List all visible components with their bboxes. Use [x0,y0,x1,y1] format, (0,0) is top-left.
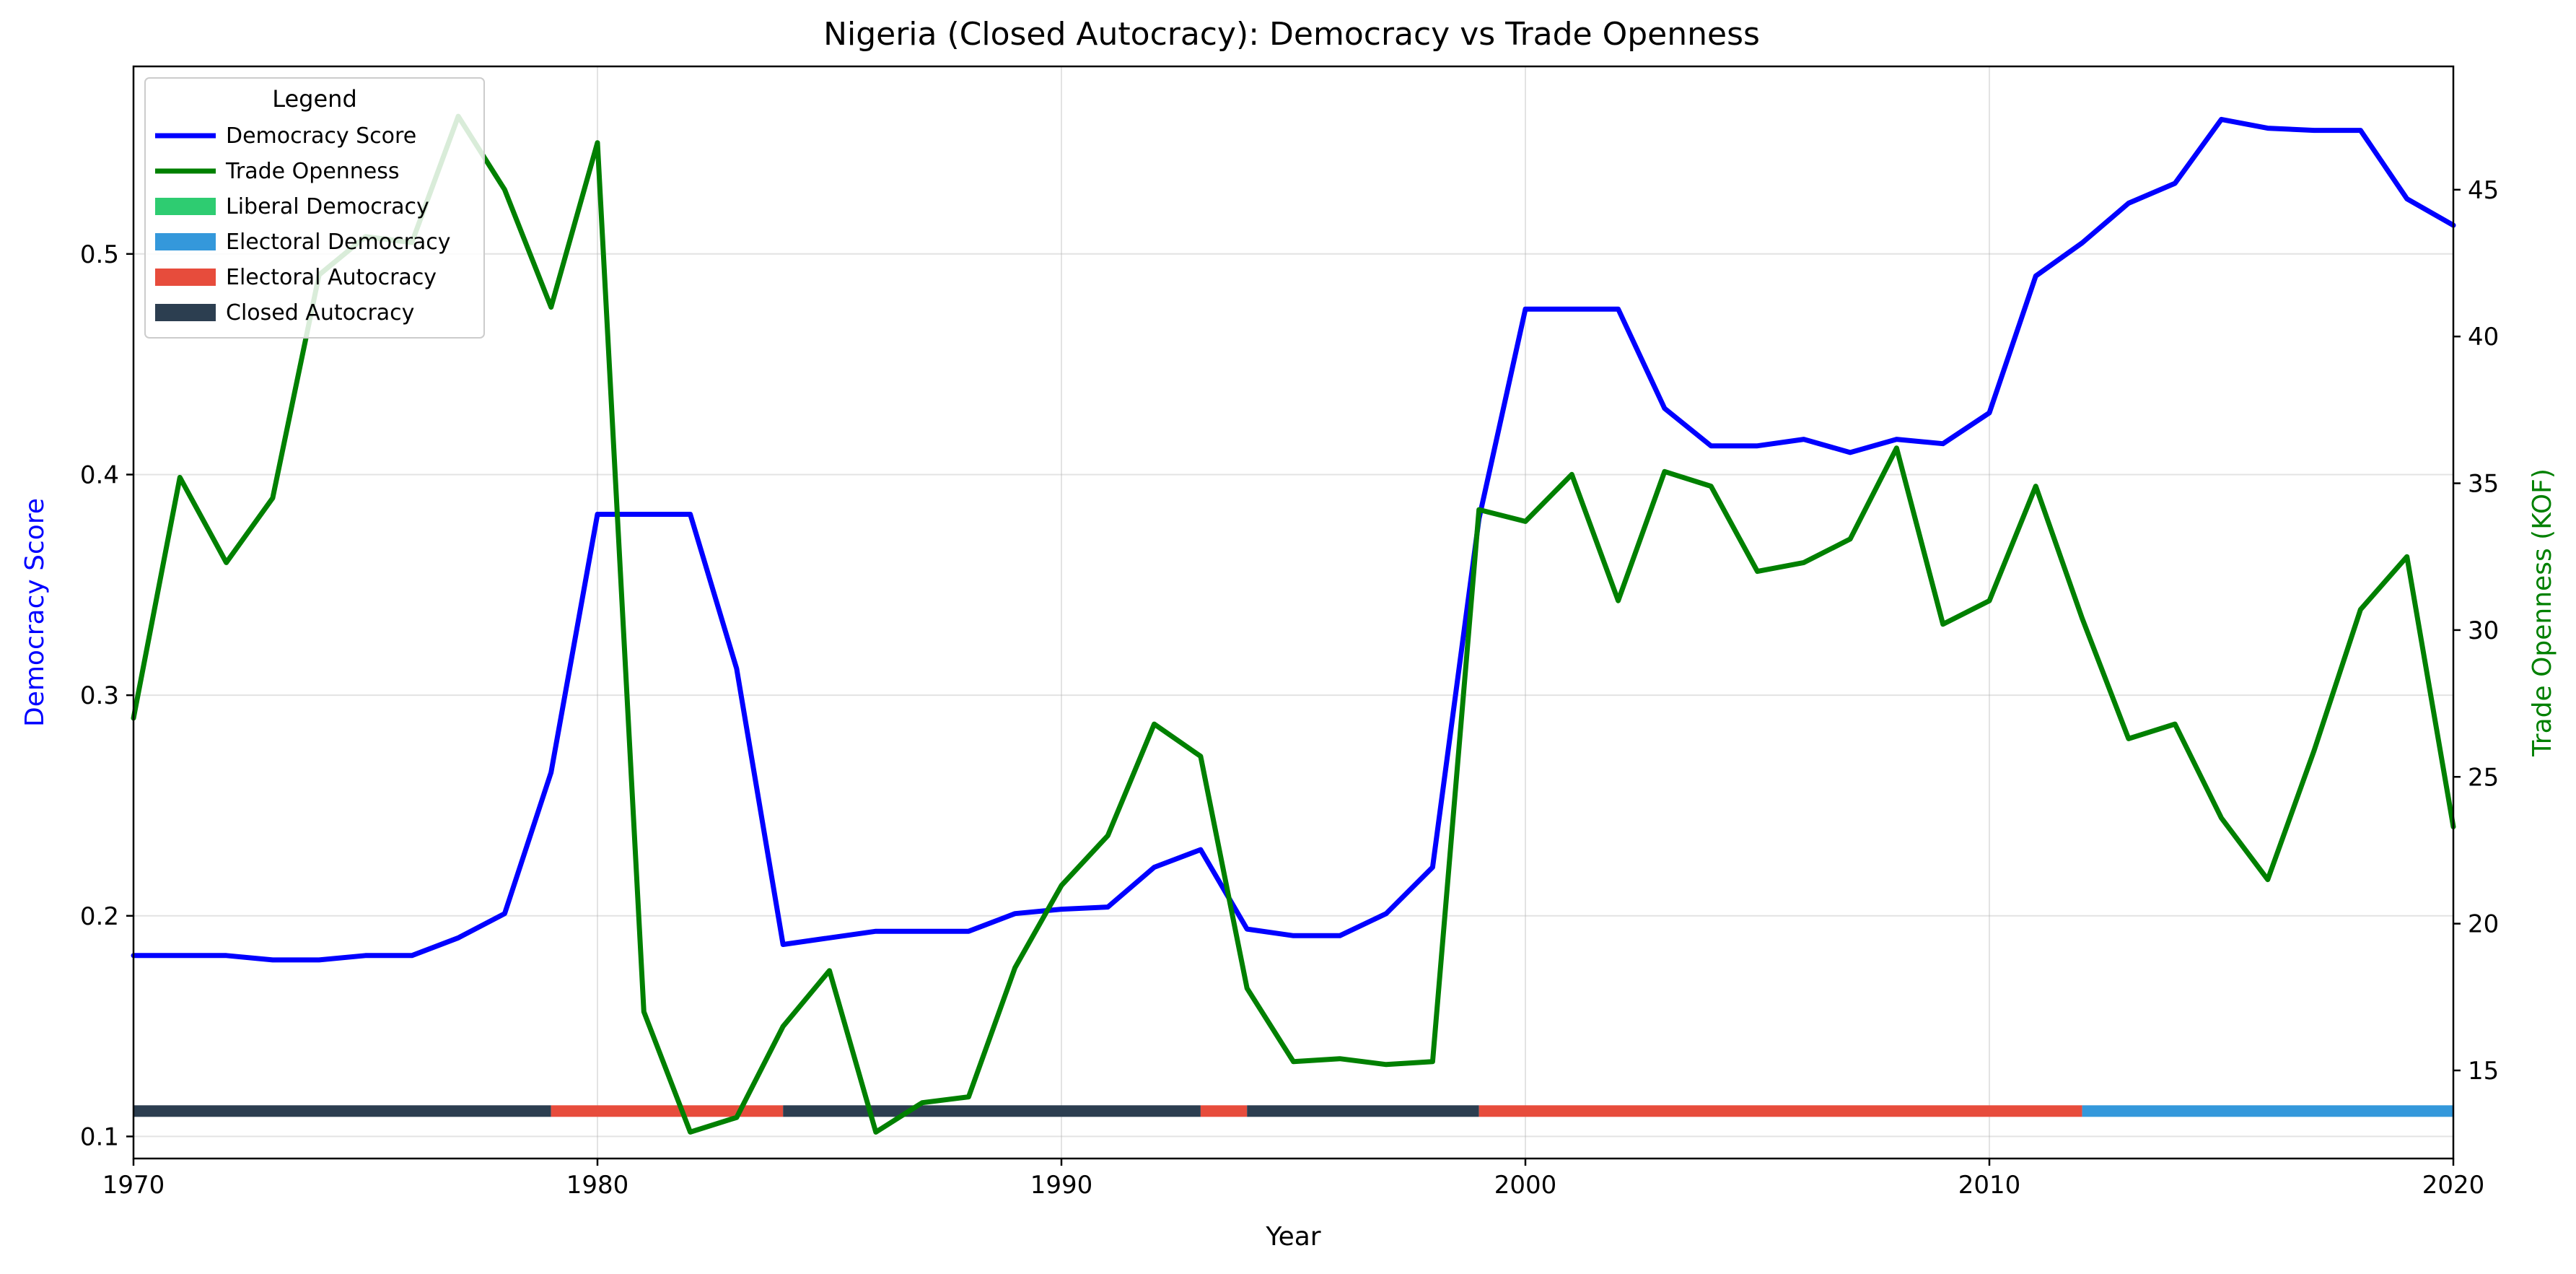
plot-lines [131,113,2456,1135]
y-axis-label-left: Democracy Score [20,498,50,727]
regime-segment [133,1105,551,1117]
x-tick-label: 1970 [102,1171,165,1200]
legend-box [144,77,485,339]
regime-bar [133,1105,2453,1117]
y-left-tick-label: 0.2 [80,902,119,931]
plot-frame [132,65,2455,1160]
y-right-tick-label: 45 [2468,176,2499,205]
legend-title: Legend [272,85,357,113]
x-tick-label: 1990 [1030,1171,1093,1200]
legend-swatch [155,198,216,215]
legend-swatch [155,304,216,321]
legend-swatch [155,233,216,250]
legend-label: Electoral Democracy [226,230,451,255]
regime-segment [783,1105,1201,1117]
regime-segment [1478,1105,2082,1117]
y-left-tick-label: 0.1 [80,1122,119,1151]
x-axis-label: Year [1265,1222,1320,1252]
legend-label: Liberal Democracy [226,194,429,219]
y-left-tick-label: 0.4 [80,461,119,489]
chart-title: Nigeria (Closed Autocracy): Democracy vs… [823,16,1760,53]
regime-segment [1200,1105,1248,1117]
y-right-tick-label: 30 [2468,616,2499,645]
x-tick-label: 1980 [566,1171,629,1200]
y-axis-label-right: Trade Openness (KOF) [2528,468,2557,757]
legend: Legend Democracy Score Trade Openness Libe… [144,77,485,339]
y-right-tick-label: 25 [2468,763,2499,792]
legend-label: Electoral Autocracy [226,265,437,290]
y-right-tick-label: 40 [2468,323,2499,352]
y-right-tick-label: 35 [2468,470,2499,499]
legend-label: Closed Autocracy [226,300,414,326]
y-left-tick-label: 0.5 [80,240,119,269]
regime-segment [551,1105,784,1117]
x-tick-label: 2020 [2422,1171,2485,1200]
legend-label: Trade Openness [225,159,400,184]
series-line-trade-openness [131,113,2456,1135]
y-right-tick-label: 20 [2468,910,2499,939]
y-left-tick-label: 0.3 [80,681,119,710]
regime-segment [2082,1105,2453,1117]
legend-items: Democracy Score Trade Openness Liberal Dem… [155,123,451,326]
x-tick-label: 2010 [1958,1171,2021,1200]
y-right-tick-label: 15 [2468,1057,2499,1086]
legend-swatch [155,269,216,286]
regime-segment [1247,1105,1479,1117]
legend-label: Democracy Score [226,123,416,149]
axis-ticks: 1970 1980 1990 2000 2010 2020 0.1 0.2 0.3 0.4 0.5 1… [80,176,2499,1200]
series-line-democracy-score [131,116,2456,963]
x-tick-label: 2000 [1494,1171,1557,1200]
